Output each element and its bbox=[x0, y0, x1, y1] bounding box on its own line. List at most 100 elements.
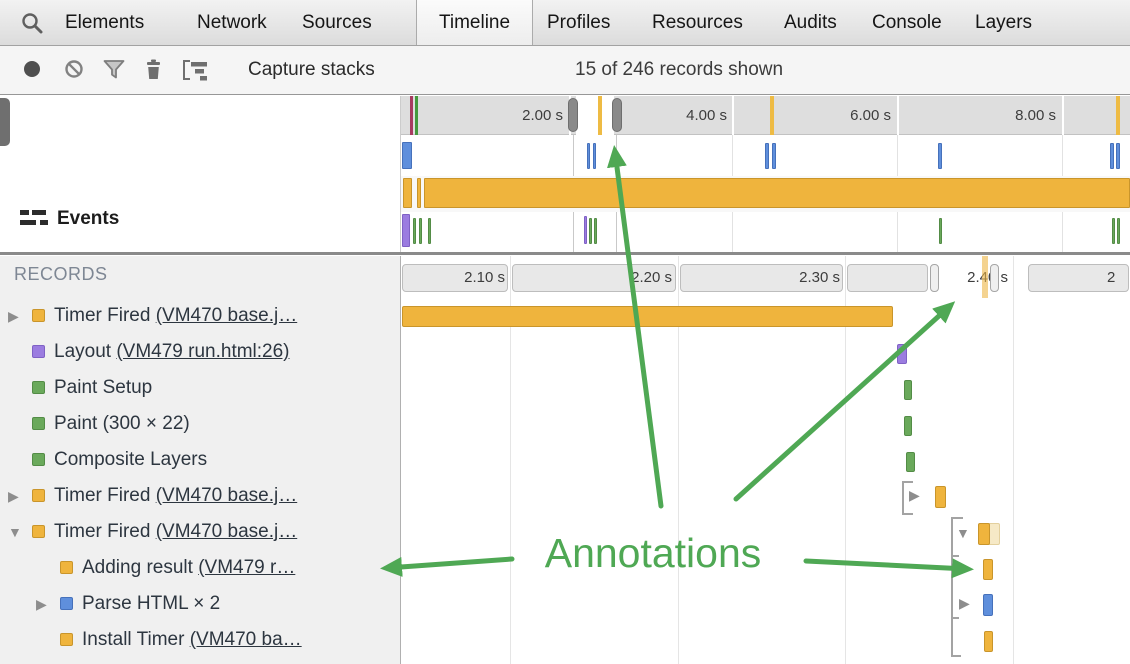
window-right-handle[interactable] bbox=[612, 98, 622, 132]
record-row-timer-fired-3[interactable]: ▼ Timer Fired (VM470 base.j… bbox=[0, 514, 401, 550]
record-row-composite-layers[interactable]: Composite Layers bbox=[0, 442, 401, 478]
detail-ruler-segment bbox=[680, 264, 843, 292]
overview-bottom-border bbox=[0, 252, 1130, 255]
category-swatch bbox=[60, 633, 73, 646]
frames-mode-icon[interactable] bbox=[181, 59, 207, 83]
ruler-tick-label: 6.00 s bbox=[850, 107, 891, 124]
tab-sources[interactable]: Sources bbox=[302, 12, 372, 33]
record-bar-layout[interactable] bbox=[897, 344, 907, 364]
timer-marker bbox=[770, 96, 774, 135]
timeline-toolbar: Capture stacks 15 of 246 records shown bbox=[0, 46, 1130, 126]
record-bar-paint[interactable] bbox=[904, 416, 912, 436]
detail-window-right-handle[interactable] bbox=[990, 264, 999, 292]
category-swatch bbox=[32, 381, 45, 394]
category-swatch bbox=[32, 309, 45, 322]
record-icon[interactable] bbox=[22, 59, 46, 83]
detail-window-left-handle[interactable] bbox=[930, 264, 939, 292]
tab-audits[interactable]: Audits bbox=[784, 12, 837, 33]
tab-elements[interactable]: Elements bbox=[65, 12, 145, 33]
record-title: Timer Fired bbox=[54, 305, 151, 326]
record-row-layout[interactable]: Layout (VM479 run.html:26) bbox=[0, 334, 401, 370]
record-source-link[interactable]: (VM470 base.j… bbox=[155, 485, 298, 506]
long-timer-bar bbox=[424, 178, 1130, 208]
record-bar-parse-html[interactable] bbox=[983, 594, 993, 616]
record-source-link[interactable]: (VM470 ba… bbox=[189, 629, 302, 650]
tab-resources[interactable]: Resources bbox=[652, 12, 743, 33]
tab-console[interactable]: Console bbox=[872, 12, 942, 33]
events-icon bbox=[20, 210, 48, 225]
record-bar-composite-layers[interactable] bbox=[906, 452, 915, 472]
capture-stacks-label[interactable]: Capture stacks bbox=[248, 59, 375, 80]
record-bar-timer-fired-2[interactable] bbox=[935, 486, 946, 508]
disclosure-triangle[interactable]: ▶ bbox=[959, 595, 970, 611]
record-bar-timer-fired-1[interactable] bbox=[402, 306, 893, 327]
category-swatch bbox=[32, 453, 45, 466]
record-row-paint-setup[interactable]: Paint Setup bbox=[0, 370, 401, 406]
first-paint-marker bbox=[414, 96, 418, 135]
tab-profiles[interactable]: Profiles bbox=[547, 12, 611, 33]
detail-ruler-segment bbox=[847, 264, 928, 292]
record-bar-adding-result[interactable] bbox=[983, 559, 993, 580]
filter-icon[interactable] bbox=[103, 59, 127, 83]
expand-bracket bbox=[951, 517, 953, 657]
record-row-parse-html[interactable]: ▶ Parse HTML × 2 bbox=[0, 586, 401, 622]
clear-icon[interactable] bbox=[64, 59, 88, 83]
overview-divider bbox=[400, 96, 401, 253]
disclosure-triangle[interactable]: ▶ bbox=[8, 308, 19, 324]
ruler-tick-label: 4.00 s bbox=[686, 107, 727, 124]
overview-timeline[interactable]: 2.00 s 4.00 s 6.00 s 8.00 s bbox=[401, 96, 1130, 252]
tab-layers[interactable]: Layers bbox=[975, 12, 1033, 33]
timer-marker bbox=[598, 96, 602, 135]
record-row-adding-result[interactable]: Adding result (VM479 r… bbox=[0, 550, 401, 586]
record-title: Layout bbox=[54, 341, 112, 362]
tab-timeline[interactable]: Timeline bbox=[416, 0, 533, 45]
category-swatch bbox=[32, 345, 45, 358]
expand-bracket bbox=[902, 481, 904, 515]
record-title: Install Timer bbox=[82, 629, 185, 650]
detail-tick-label: 2.10 s bbox=[464, 269, 505, 286]
overview-selection-window[interactable] bbox=[576, 96, 614, 135]
record-source-link[interactable]: (VM470 base.j… bbox=[155, 521, 298, 542]
record-source-link[interactable]: (VM479 r… bbox=[198, 557, 296, 578]
record-row-paint[interactable]: Paint (300 × 22) bbox=[0, 406, 401, 442]
events-strip-grip[interactable] bbox=[0, 98, 10, 146]
disclosure-triangle[interactable]: ▼ bbox=[956, 525, 970, 541]
record-source-link[interactable]: (VM470 base.j… bbox=[155, 305, 298, 326]
category-swatch bbox=[60, 597, 73, 610]
tab-bar: Elements Network Sources Timeline Profil… bbox=[0, 0, 1130, 46]
record-row-install-timer[interactable]: Install Timer (VM470 ba… bbox=[0, 622, 401, 658]
disclosure-triangle[interactable]: ▼ bbox=[8, 524, 22, 540]
record-bar-paint-setup[interactable] bbox=[904, 380, 912, 400]
detail-ruler-segment bbox=[402, 264, 508, 292]
record-title: Adding result bbox=[82, 557, 193, 578]
ruler-tick-label: 8.00 s bbox=[1015, 107, 1056, 124]
record-title: Paint (300 × 22) bbox=[54, 413, 190, 434]
category-swatch bbox=[60, 561, 73, 574]
trash-icon[interactable] bbox=[144, 59, 168, 83]
records-detail-pane: 2.10 s 2.20 s 2.30 s 2.40 s 2 ▶ ▼ ▶ bbox=[402, 256, 1130, 664]
search-icon[interactable] bbox=[20, 11, 44, 35]
window-left-handle[interactable] bbox=[568, 98, 578, 132]
detail-ruler-segment bbox=[1028, 264, 1129, 292]
records-header: RECORDS bbox=[14, 264, 108, 284]
record-row-timer-fired-1[interactable]: ▶ Timer Fired (VM470 base.j… bbox=[0, 298, 401, 334]
record-title: Paint Setup bbox=[54, 377, 153, 398]
disclosure-triangle[interactable]: ▶ bbox=[8, 488, 19, 504]
disclosure-triangle[interactable]: ▶ bbox=[36, 596, 47, 612]
record-row-timer-fired-2[interactable]: ▶ Timer Fired (VM470 base.j… bbox=[0, 478, 401, 514]
detail-tick-label: 2.20 s bbox=[631, 269, 672, 286]
overview-ruler bbox=[401, 96, 1130, 135]
detail-tick-label: 2.30 s bbox=[799, 269, 840, 286]
tab-network[interactable]: Network bbox=[197, 12, 267, 33]
ruler-tick-label: 2.00 s bbox=[522, 107, 563, 124]
disclosure-triangle[interactable]: ▶ bbox=[909, 487, 920, 503]
timer-marker bbox=[1116, 96, 1120, 135]
category-swatch bbox=[32, 417, 45, 430]
category-swatch bbox=[32, 525, 45, 538]
records-shown-status: 15 of 246 records shown bbox=[575, 59, 784, 80]
overview-mode-events[interactable]: Events bbox=[0, 194, 400, 244]
record-bar-install-timer[interactable] bbox=[984, 631, 993, 652]
record-source-link[interactable]: (VM479 run.html:26) bbox=[116, 341, 290, 362]
record-bar-timer-fired-3[interactable] bbox=[978, 523, 990, 545]
